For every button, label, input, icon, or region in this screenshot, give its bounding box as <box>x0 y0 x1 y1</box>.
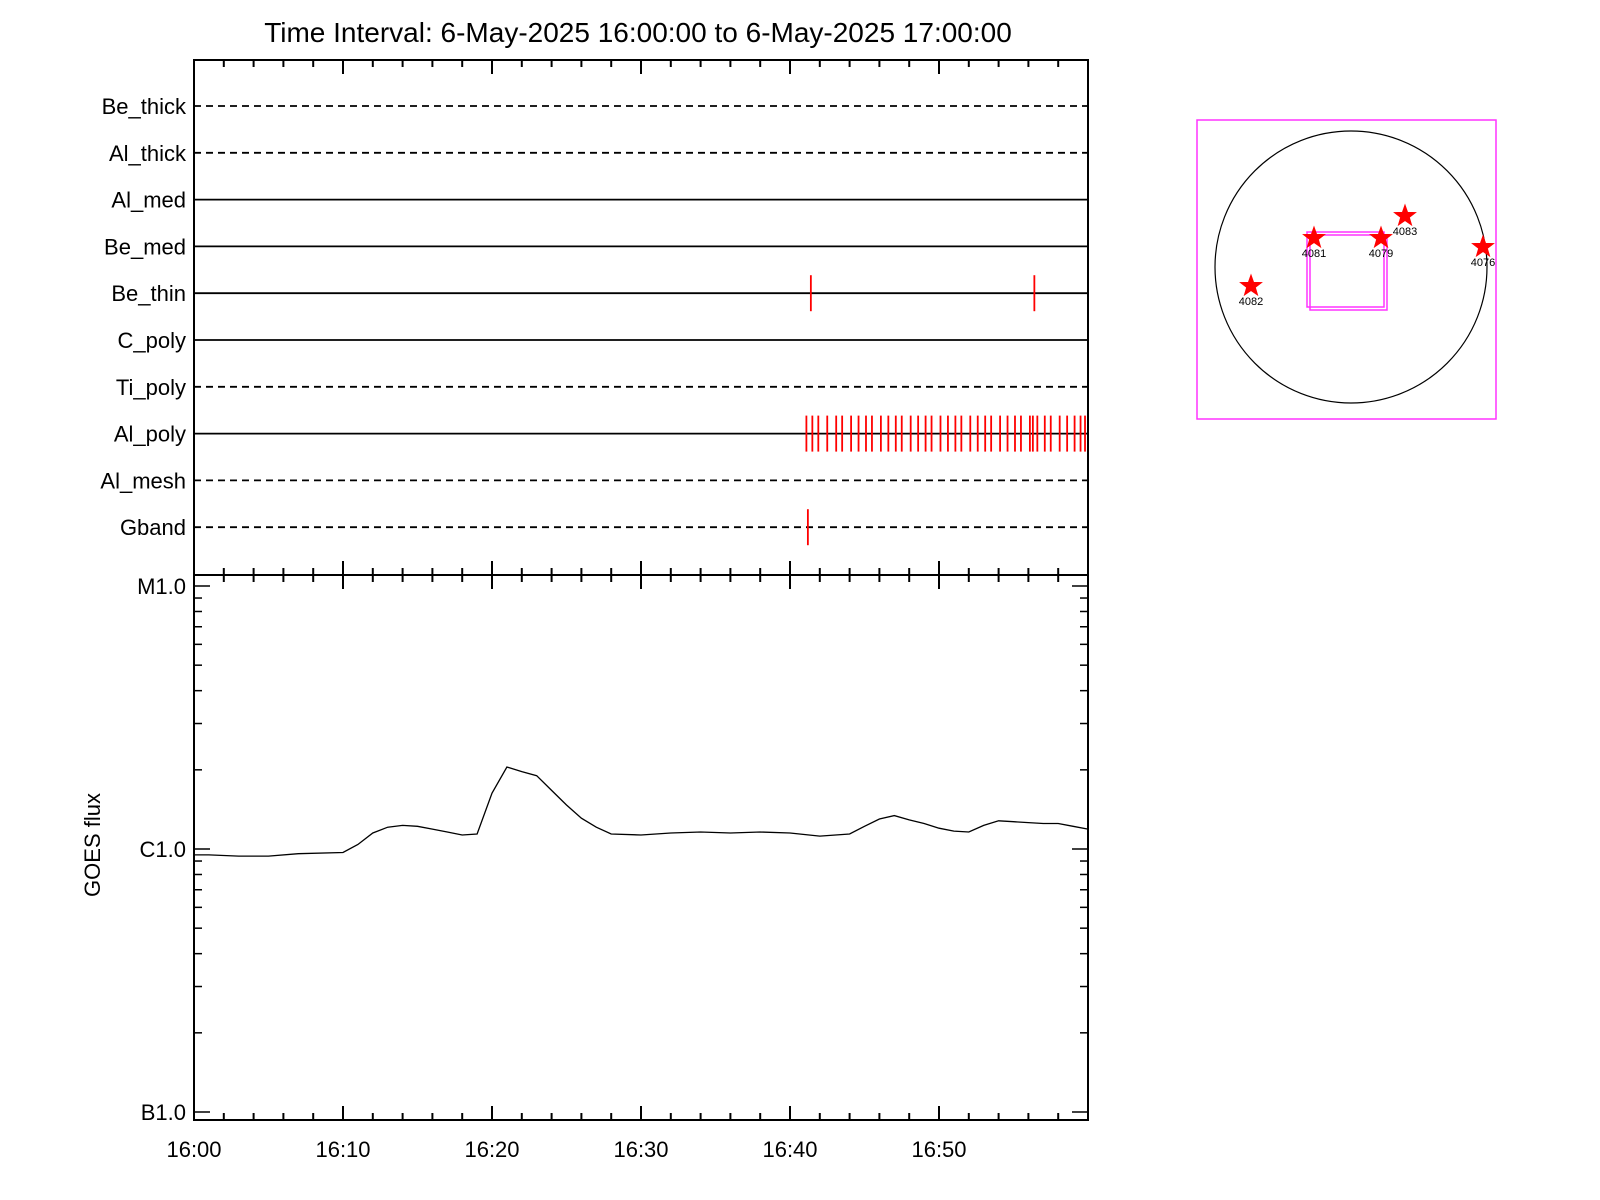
goes-x-tick-label: 16:00 <box>166 1137 221 1162</box>
goes-y-tick-label: B1.0 <box>141 1100 186 1125</box>
timeline-row-label: Al_mesh <box>100 468 186 493</box>
timeline-row-label: Be_thick <box>102 94 187 119</box>
goes-y-tick-label: M1.0 <box>137 574 186 599</box>
goes-frame <box>193 574 1089 1121</box>
solar-disk-context-map: 4083 4081 4079 4076 4082 <box>1196 119 1497 420</box>
region-label: 4081 <box>1302 248 1326 260</box>
timeline-row-label: Al_thick <box>109 141 187 166</box>
timeline-row-label: Ti_poly <box>116 375 186 400</box>
region-star-icon <box>1393 203 1417 227</box>
goes-flux-axis-label: GOES flux <box>80 793 105 897</box>
goes-x-tick-label: 16:20 <box>464 1137 519 1162</box>
goes-flux-panel: GOES flux 16:00 16:10 16:20 16:30 16:40 16:50… <box>80 574 1089 1162</box>
goes-x-tick-label: 16:30 <box>613 1137 668 1162</box>
goes-x-tick-label: 16:10 <box>315 1137 370 1162</box>
goes-x-tick-label: 16:50 <box>911 1137 966 1162</box>
goes-y-tick-label: C1.0 <box>140 837 186 862</box>
region-star-icon <box>1302 225 1326 249</box>
solar-disk <box>1214 130 1488 404</box>
map-frame <box>1196 119 1497 420</box>
timeline-row-label: Al_poly <box>114 422 186 447</box>
region-label: 4076 <box>1471 257 1495 269</box>
goes-x-tick-label: 16:40 <box>762 1137 817 1162</box>
region-star-icon <box>1239 273 1263 297</box>
region-star-icon <box>1471 234 1495 258</box>
timeline-row-label: Be_med <box>104 234 186 259</box>
region-label: 4083 <box>1393 226 1417 238</box>
region-label: 4082 <box>1239 296 1263 308</box>
region-label: 4079 <box>1369 248 1393 260</box>
timeline-row-label: Gband <box>120 515 186 540</box>
filter-timeline-panel: Be_thick Al_thick Al_med Be_med Be_thin C_pol… <box>100 59 1089 576</box>
fov-box-2 <box>1309 234 1388 311</box>
region-star-icon <box>1369 225 1393 249</box>
goes-flux-line <box>194 766 1089 857</box>
chart-title: Time Interval: 6-May-2025 16:00:00 to 6-… <box>264 17 1012 48</box>
timeline-row-label: Al_med <box>111 188 186 213</box>
timeline-row-label: C_poly <box>118 328 186 353</box>
timeline-frame <box>193 59 1089 576</box>
fov-box <box>1306 231 1385 308</box>
timeline-row-label: Be_thin <box>111 281 186 306</box>
